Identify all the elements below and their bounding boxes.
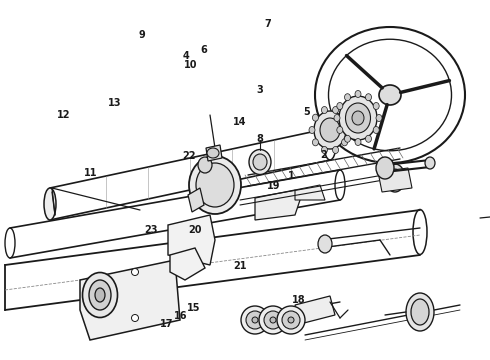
Ellipse shape xyxy=(253,154,267,170)
Ellipse shape xyxy=(379,85,401,105)
Ellipse shape xyxy=(376,114,382,122)
Ellipse shape xyxy=(352,111,364,125)
Text: 19: 19 xyxy=(267,181,280,192)
Polygon shape xyxy=(80,260,180,340)
Text: 12: 12 xyxy=(57,110,71,120)
Ellipse shape xyxy=(95,288,105,302)
Text: 7: 7 xyxy=(265,19,271,30)
Polygon shape xyxy=(378,168,412,192)
Ellipse shape xyxy=(345,103,370,133)
Ellipse shape xyxy=(373,103,379,109)
Ellipse shape xyxy=(355,90,361,98)
Polygon shape xyxy=(168,215,215,265)
Ellipse shape xyxy=(313,114,318,121)
Text: 14: 14 xyxy=(233,117,247,127)
Ellipse shape xyxy=(131,269,139,275)
Ellipse shape xyxy=(376,157,394,179)
Ellipse shape xyxy=(246,311,264,329)
Text: 13: 13 xyxy=(108,98,122,108)
Ellipse shape xyxy=(333,147,339,153)
Ellipse shape xyxy=(241,306,269,334)
Ellipse shape xyxy=(355,139,361,145)
Ellipse shape xyxy=(342,114,347,121)
Text: 10: 10 xyxy=(184,60,198,70)
Ellipse shape xyxy=(373,126,379,134)
Ellipse shape xyxy=(44,188,56,220)
Ellipse shape xyxy=(309,126,315,134)
Ellipse shape xyxy=(334,114,340,122)
Text: 15: 15 xyxy=(187,303,200,313)
Text: 11: 11 xyxy=(84,168,98,178)
Ellipse shape xyxy=(189,156,241,214)
Ellipse shape xyxy=(270,317,276,323)
Text: 8: 8 xyxy=(256,134,263,144)
Ellipse shape xyxy=(252,317,258,323)
Ellipse shape xyxy=(249,149,271,175)
Ellipse shape xyxy=(366,94,371,101)
Ellipse shape xyxy=(198,157,212,173)
Ellipse shape xyxy=(344,135,350,142)
Text: 18: 18 xyxy=(292,294,306,305)
Ellipse shape xyxy=(344,94,350,101)
Text: 3: 3 xyxy=(256,85,263,95)
Ellipse shape xyxy=(318,235,332,253)
Text: 23: 23 xyxy=(144,225,158,235)
Ellipse shape xyxy=(411,299,429,325)
Ellipse shape xyxy=(425,157,435,169)
Ellipse shape xyxy=(277,306,305,334)
Text: 1: 1 xyxy=(288,171,295,181)
Ellipse shape xyxy=(333,107,339,113)
Ellipse shape xyxy=(321,107,327,113)
Ellipse shape xyxy=(321,147,327,153)
Polygon shape xyxy=(255,190,300,220)
Ellipse shape xyxy=(339,96,377,140)
Ellipse shape xyxy=(406,293,434,331)
Text: 22: 22 xyxy=(182,150,196,161)
Ellipse shape xyxy=(320,118,340,142)
Ellipse shape xyxy=(389,169,401,187)
Text: 17: 17 xyxy=(160,319,173,329)
Ellipse shape xyxy=(282,311,300,329)
Text: 21: 21 xyxy=(233,261,247,271)
Text: 4: 4 xyxy=(183,51,190,61)
Polygon shape xyxy=(295,296,335,324)
Text: 20: 20 xyxy=(188,225,202,235)
Ellipse shape xyxy=(288,317,294,323)
Ellipse shape xyxy=(259,306,287,334)
Polygon shape xyxy=(295,185,325,200)
Ellipse shape xyxy=(345,126,351,134)
Ellipse shape xyxy=(385,164,405,192)
Polygon shape xyxy=(170,248,205,280)
Ellipse shape xyxy=(131,315,139,321)
Text: 2: 2 xyxy=(320,150,327,160)
Ellipse shape xyxy=(196,163,234,207)
Ellipse shape xyxy=(313,139,318,146)
Text: 5: 5 xyxy=(303,107,310,117)
Ellipse shape xyxy=(82,273,118,318)
Text: 9: 9 xyxy=(139,30,146,40)
Ellipse shape xyxy=(264,311,282,329)
Polygon shape xyxy=(188,188,204,212)
Text: 16: 16 xyxy=(173,311,187,321)
Polygon shape xyxy=(206,145,222,161)
Ellipse shape xyxy=(337,126,343,134)
Ellipse shape xyxy=(342,139,347,146)
Ellipse shape xyxy=(337,103,343,109)
Ellipse shape xyxy=(314,111,346,149)
Ellipse shape xyxy=(89,280,111,310)
Ellipse shape xyxy=(207,148,219,158)
Ellipse shape xyxy=(366,135,371,142)
Text: 6: 6 xyxy=(200,45,207,55)
